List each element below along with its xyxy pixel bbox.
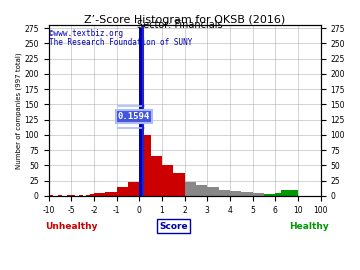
Bar <box>58 195 62 196</box>
Bar <box>79 195 82 196</box>
Bar <box>275 193 281 196</box>
Bar <box>150 156 162 196</box>
Text: ©www.textbiz.org: ©www.textbiz.org <box>49 29 122 38</box>
Text: Healthy: Healthy <box>289 222 329 231</box>
Bar <box>264 194 275 196</box>
Bar <box>253 193 264 196</box>
Bar <box>185 183 196 196</box>
Text: Unhealthy: Unhealthy <box>45 222 98 231</box>
Bar <box>86 195 90 196</box>
Bar <box>69 195 71 196</box>
Title: Z’-Score Histogram for OKSB (2016): Z’-Score Histogram for OKSB (2016) <box>84 15 285 25</box>
Bar <box>71 195 75 196</box>
Text: Score: Score <box>159 222 188 231</box>
Bar <box>139 28 143 196</box>
Bar <box>49 195 53 196</box>
Bar <box>281 190 298 196</box>
Bar <box>219 190 230 196</box>
Text: The Research Foundation of SUNY: The Research Foundation of SUNY <box>49 38 192 47</box>
Bar <box>90 194 94 196</box>
Bar <box>173 173 185 196</box>
Bar <box>117 187 128 196</box>
Text: 0.1594: 0.1594 <box>118 112 150 121</box>
Bar <box>94 193 105 196</box>
Bar <box>67 195 69 196</box>
Bar <box>241 192 253 196</box>
Bar <box>105 192 117 196</box>
Bar <box>128 183 139 196</box>
Bar <box>143 135 150 196</box>
Text: Sector: Financials: Sector: Financials <box>137 20 223 30</box>
Bar <box>162 166 173 196</box>
Bar <box>230 191 241 196</box>
Bar <box>207 187 219 196</box>
Y-axis label: Number of companies (997 total): Number of companies (997 total) <box>15 52 22 169</box>
Bar <box>196 185 207 196</box>
